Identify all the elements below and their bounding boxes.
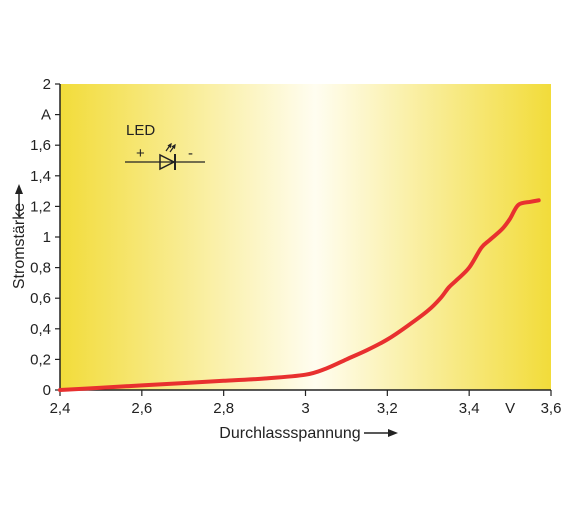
led-plus-sign: + (136, 145, 145, 162)
y-tick-label: 0,2 (30, 351, 51, 368)
x-unit-label: V (505, 400, 515, 417)
x-axis-title: Durchlassspannung (219, 425, 360, 442)
y-tick-label: 1,2 (30, 198, 51, 215)
series-line (58, 198, 541, 392)
x-tick-label: 2,8 (213, 400, 234, 417)
led-diode-triangle (159, 153, 176, 171)
x-tick-label: 3,2 (377, 400, 398, 417)
y-tick-label: 1 (43, 229, 51, 246)
x-axis-arrow-head (388, 429, 398, 437)
light-arrows-icon (165, 142, 176, 153)
x-tick-label: 2,6 (131, 400, 152, 417)
y-axis-title: Stromstärke (11, 203, 28, 289)
led-label: LED (126, 122, 155, 139)
chart-marks: 0 0,2 0,4 0,6 0,8 1 1,2 1,4 1,6 A 2 2,4 2,6 2,8 3 3,2 3,… (11, 76, 561, 442)
y-tick-label: 1,4 (30, 168, 51, 185)
x-tick-label: 3 (301, 400, 309, 417)
y-tick-label: 0,6 (30, 290, 51, 307)
plot-background (60, 84, 551, 390)
x-tick-label: 3,6 (541, 400, 562, 417)
y-tick-label: 0,8 (30, 260, 51, 277)
y-tick-label: 0,4 (30, 321, 51, 338)
y-tick-label: 0 (43, 382, 51, 399)
x-tick-label: 2,4 (50, 400, 71, 417)
y-tick-label: 2 (43, 76, 51, 93)
y-tick-label: A (41, 107, 51, 124)
y-axis-arrow-head (15, 184, 23, 194)
y-tick-label: 1,6 (30, 137, 51, 154)
x-tick-label: 3,4 (459, 400, 480, 417)
led-symbol: LED + - (125, 122, 205, 171)
led-minus-sign: - (188, 145, 193, 162)
